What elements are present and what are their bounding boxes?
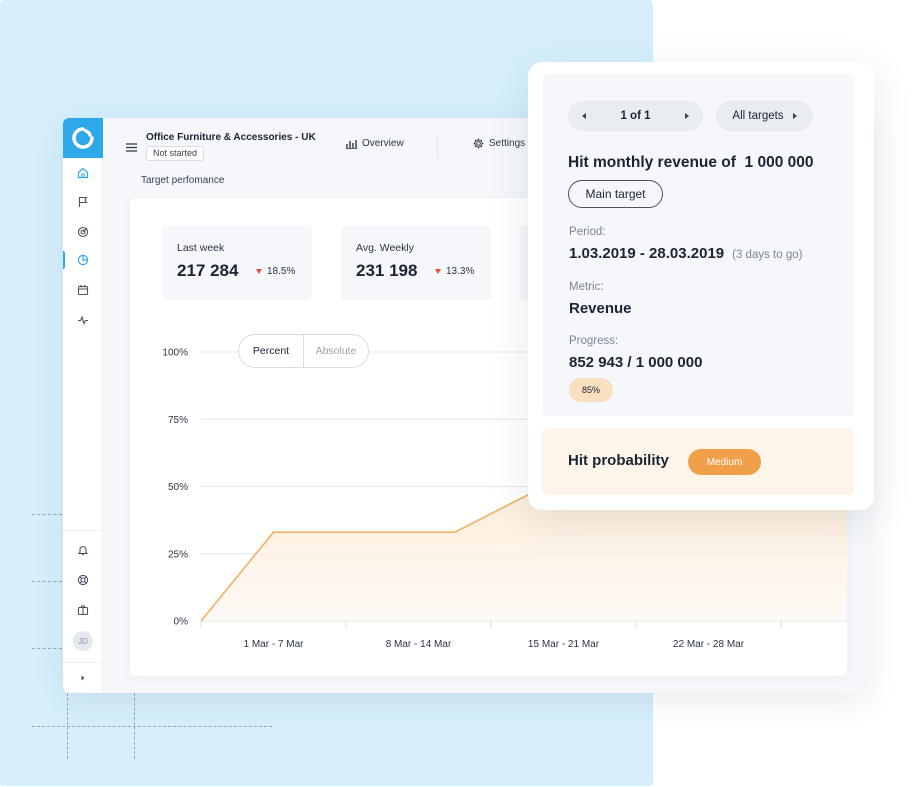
decor-dash [134,693,135,759]
flag-icon[interactable] [75,194,91,210]
support-icon[interactable] [75,572,91,588]
metric-value: Revenue [569,300,632,317]
kpi-label: Avg. Weekly [356,242,414,254]
absolute-option[interactable]: Absolute [303,335,368,367]
y-tick-label: 75% [168,415,188,426]
x-tick-label: 8 Mar - 14 Mar [386,639,452,650]
pie-chart-icon[interactable] [75,252,91,268]
all-targets-button[interactable]: All targets [716,101,813,131]
series-line [200,472,572,622]
app-logo[interactable] [63,118,103,158]
y-tick-label: 25% [168,549,188,560]
briefcase-icon[interactable] [75,602,91,618]
main-target-button[interactable]: Main target [568,180,663,208]
progress-label: Progress: [569,335,619,347]
home-icon[interactable] [75,165,91,181]
sidebar-divider [63,662,103,663]
avatar[interactable]: JD [73,631,93,651]
target-details: 1 of 1 All targets Hit monthly revenue o… [542,74,854,416]
probability-badge: Medium [688,449,761,475]
kpi-delta: 18.5% [256,266,295,277]
y-tick-label: 50% [168,482,188,493]
decor-dash [32,514,62,515]
decor-dash [67,693,68,759]
sidebar: JD [63,118,103,693]
decor-dash [32,581,62,582]
target-pager[interactable]: 1 of 1 [568,101,703,131]
nav-divider [437,134,438,158]
pager-label: 1 of 1 [620,110,651,122]
kpi-delta-value: 18.5% [267,266,296,277]
trend-down-icon [256,269,262,274]
logo-icon [72,127,94,149]
chart-mode-toggle[interactable]: Percent Absolute [238,334,369,368]
period-label: Period: [569,226,606,238]
status-badge: Not started [146,146,205,161]
decor-dash [32,726,272,727]
next-icon[interactable] [684,113,689,119]
all-targets-label: All targets [732,110,784,122]
settings-label: Settings [489,138,526,149]
bar-chart-icon [346,139,357,149]
x-tick-label: 15 Mar - 21 Mar [528,639,600,650]
period-dates: 1.03.2019 - 28.03.2019 [569,245,725,262]
expand-sidebar-icon[interactable] [75,670,91,686]
kpi-card: Avg. Weekly 231 198 13.3% [341,225,491,300]
sidebar-divider [63,530,103,531]
gear-icon [473,138,484,149]
activity-icon[interactable] [75,312,91,328]
x-tick-label: 1 Mar - 7 Mar [243,639,304,650]
kpi-value: 217 284 [177,261,239,280]
y-tick-label: 100% [162,348,188,359]
overview-label: Overview [362,138,404,149]
trend-down-icon [435,269,441,274]
probability-label: Hit probability [568,452,669,469]
overview-nav[interactable]: Overview [346,138,404,149]
hit-probability-box: Hit probability Medium [542,428,854,495]
target-icon[interactable] [75,224,91,240]
goal-title: Hit monthly revenue of 1 000 000 [568,154,814,171]
target-popup: 1 of 1 All targets Hit monthly revenue o… [528,62,874,510]
percent-option[interactable]: Percent [252,345,290,357]
calendar-icon[interactable] [75,282,91,298]
progress-value: 852 943 / 1 000 000 [569,354,703,371]
project-title: Office Furniture & Accessories - UK [146,132,316,143]
progress-percent-badge: 85% [569,378,613,402]
series-area [201,473,847,621]
kpi-label: Last week [177,242,225,254]
x-tick-label: 22 Mar - 28 Mar [673,639,745,650]
active-indicator [63,251,65,269]
kpi-delta: 13.3% [435,266,474,277]
kpi-card: Last week 217 284 18.5% [162,225,312,300]
bell-icon[interactable] [75,542,91,558]
decor-dash [32,648,62,649]
kpi-value: 231 198 [356,261,418,280]
y-tick-label: 0% [174,617,189,628]
chevron-right-icon [792,113,797,119]
settings-nav[interactable]: Settings [473,138,525,149]
menu-icon[interactable] [126,139,137,157]
kpi-delta-value: 13.3% [446,266,475,277]
metric-label: Metric: [569,281,604,293]
section-label: Target perfomance [141,175,225,186]
previous-icon[interactable] [582,113,586,119]
days-left: (3 days to go) [732,249,803,261]
period-value: 1.03.2019 - 28.03.2019 (3 days to go) [569,245,802,262]
